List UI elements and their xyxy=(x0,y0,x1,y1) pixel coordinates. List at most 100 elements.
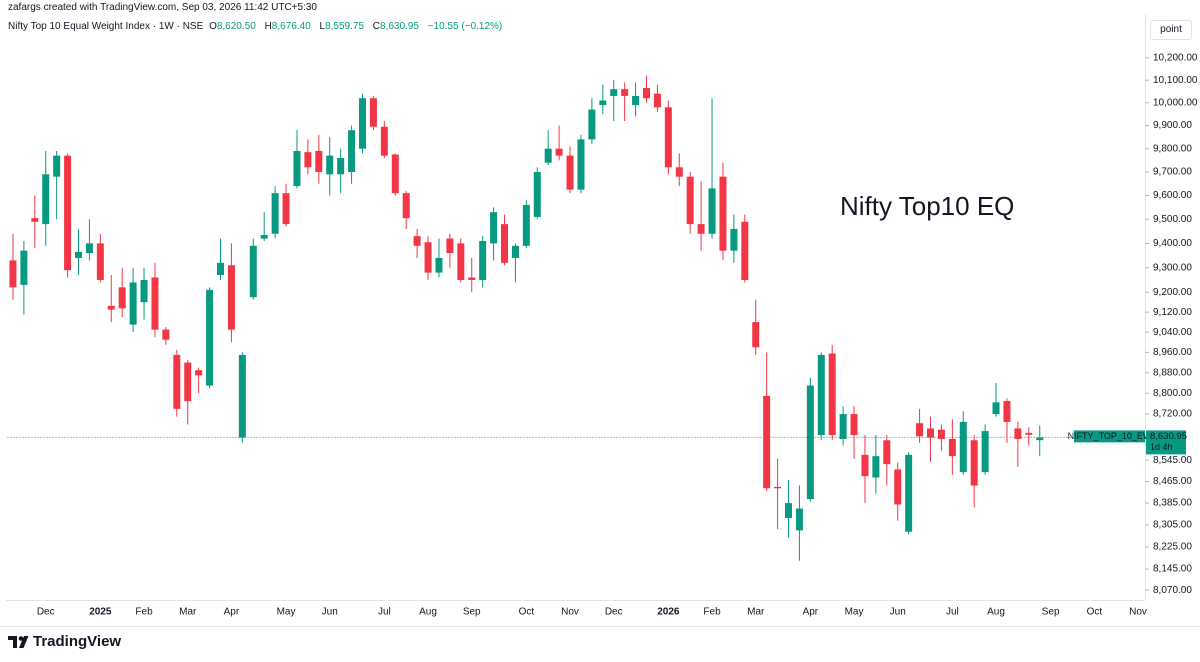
candle-body xyxy=(981,431,989,473)
candle-body xyxy=(577,139,585,190)
ohlc-value: 8,676.40 xyxy=(271,21,311,32)
candle-body xyxy=(916,423,924,437)
candle-body xyxy=(413,236,421,246)
candle-body xyxy=(173,354,181,409)
candle-body xyxy=(348,130,356,172)
y-tick-label: 8,545.00 xyxy=(1153,455,1192,466)
y-tick-label: 9,120.00 xyxy=(1153,307,1192,318)
candle-body xyxy=(599,100,607,106)
y-tick-label: 8,305.00 xyxy=(1153,520,1192,531)
candle-body xyxy=(380,126,388,156)
candle-body xyxy=(391,154,399,194)
candle-body xyxy=(151,277,159,330)
x-tick-label: Sep xyxy=(1042,607,1060,618)
price-label-symbol: NIFTY_TOP_10_EW xyxy=(1068,431,1152,441)
candle-body xyxy=(107,305,115,310)
x-tick-label: May xyxy=(277,607,296,618)
ohlc-value: 8,620.50 xyxy=(216,21,256,32)
y-tick-label: 8,960.00 xyxy=(1153,347,1192,358)
y-tick-label: 8,385.00 xyxy=(1153,498,1192,509)
candle-body xyxy=(905,454,913,532)
ohlc-H: H8,676.40 xyxy=(265,21,314,32)
x-tick-label: Dec xyxy=(37,607,55,618)
candle-body xyxy=(763,395,771,489)
x-tick-label: 2026 xyxy=(657,607,680,618)
candle-body xyxy=(282,193,290,225)
candle-body xyxy=(1036,437,1044,441)
candle-body xyxy=(675,167,683,177)
candle-body xyxy=(238,354,246,438)
candle-body xyxy=(446,238,454,254)
x-tick-label: Aug xyxy=(419,607,437,618)
candle-body xyxy=(872,456,880,478)
x-tick-label: Nov xyxy=(561,607,579,618)
symbol: Nifty Top 10 Equal Weight Index · 1W · N… xyxy=(8,21,204,32)
y-tick-label: 9,700.00 xyxy=(1153,167,1192,178)
candle-body xyxy=(948,438,956,457)
candle-body xyxy=(643,88,650,99)
candle-body xyxy=(359,98,366,149)
candle-body xyxy=(686,176,694,225)
x-tick-label: Feb xyxy=(135,607,153,618)
candle-body xyxy=(326,155,334,175)
price-label-countdown: 1d 4h xyxy=(1150,442,1173,452)
credit: zafargs created with TradingView.com, Se… xyxy=(8,2,317,13)
candle-body xyxy=(719,176,727,251)
candle-body xyxy=(752,322,760,348)
candle-body xyxy=(293,151,301,187)
candle-body xyxy=(304,152,312,168)
ohlc-O: O8,620.50 xyxy=(209,21,259,32)
candle-body xyxy=(217,262,224,276)
candle-body xyxy=(140,279,148,303)
candle-body xyxy=(861,454,869,477)
candle-body xyxy=(402,193,410,219)
y-tick-label: 9,400.00 xyxy=(1153,238,1192,249)
y-tick-label: 9,040.00 xyxy=(1153,327,1192,338)
ohlc-value: 8,630.95 xyxy=(380,21,419,32)
candle-body xyxy=(850,414,858,436)
candle-body xyxy=(369,98,377,127)
candle-body xyxy=(457,243,465,280)
candle-body xyxy=(883,440,891,465)
candle-body xyxy=(806,385,814,500)
candle-body xyxy=(162,329,170,340)
y-tick-label: 10,000.00 xyxy=(1153,97,1198,108)
candle-body xyxy=(315,151,323,172)
candle-body xyxy=(697,224,705,234)
x-tick-label: Mar xyxy=(179,607,197,618)
candle-body xyxy=(588,109,596,140)
candles xyxy=(9,75,1044,561)
ohlc-value: 8,559.75 xyxy=(325,21,365,32)
ohlc-L: L8,559.75 xyxy=(320,21,368,32)
candle-body xyxy=(85,243,93,254)
candle-body xyxy=(522,205,530,246)
candle-body xyxy=(31,218,39,222)
candle-body xyxy=(927,428,934,438)
x-tick-label: Aug xyxy=(987,607,1005,618)
scale-mode-button[interactable]: point xyxy=(1150,20,1192,40)
x-tick-label: May xyxy=(845,607,864,618)
candle-body xyxy=(9,260,17,288)
candle-body xyxy=(610,89,618,96)
candle-body xyxy=(839,414,847,439)
candle-body xyxy=(708,188,716,234)
candle-body xyxy=(621,89,629,96)
candle-body xyxy=(817,354,825,436)
y-tick-label: 9,600.00 xyxy=(1153,190,1192,201)
candle-body xyxy=(20,250,28,285)
ohlc-key: C xyxy=(372,21,381,32)
x-tick-label: Jun xyxy=(890,607,906,618)
candle-body xyxy=(894,469,902,505)
candle-body xyxy=(337,157,345,175)
candle-body xyxy=(828,353,836,436)
candle-body xyxy=(206,289,214,386)
candle-body xyxy=(271,193,279,234)
change: −10.55 (−0.12%) xyxy=(427,21,503,32)
y-tick-label: 8,225.00 xyxy=(1153,542,1192,553)
y-tick-label: 8,145.00 xyxy=(1153,564,1192,575)
y-tick-label: 10,200.00 xyxy=(1153,52,1198,63)
candle-body xyxy=(555,148,563,156)
candle-body xyxy=(490,212,498,244)
